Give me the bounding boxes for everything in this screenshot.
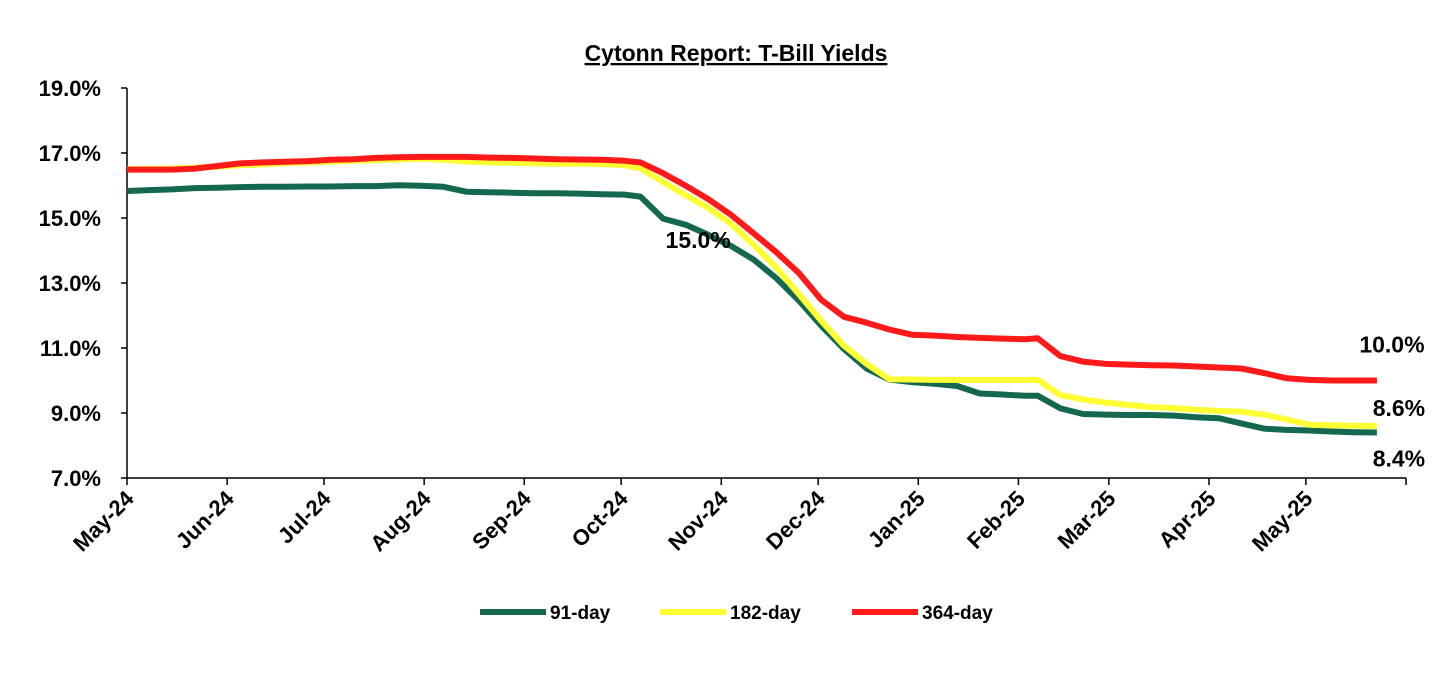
data-label: 8.4%	[1373, 446, 1425, 472]
x-tick-label: Mar-25	[1053, 486, 1121, 554]
y-tick-label: 15.0%	[39, 206, 101, 231]
chart-title: Cytonn Report: T-Bill Yields	[585, 40, 888, 66]
x-tick-label: Apr-25	[1154, 486, 1221, 553]
data-label: 15.0%	[666, 227, 731, 253]
x-tick-label: Dec-24	[761, 485, 830, 554]
y-tick-label: 19.0%	[39, 76, 101, 101]
y-tick-label: 9.0%	[51, 401, 101, 426]
x-tick-label: Jan-25	[863, 486, 930, 553]
x-tick-label: Aug-24	[365, 485, 436, 556]
legend-label: 364-day	[922, 603, 993, 624]
x-tick-label: Sep-24	[467, 485, 536, 554]
legend-label: 182-day	[730, 603, 801, 624]
series-line-91-day	[126, 182, 1377, 436]
annotations: 15.0% 10.0% 8.6% 8.4%	[666, 227, 1426, 472]
y-tick-label: 11.0%	[40, 336, 101, 361]
series-line-182-day	[126, 155, 1377, 429]
x-tick-label: May-24	[68, 485, 139, 556]
y-tick-label: 13.0%	[39, 271, 101, 296]
legend: 91-day 182-day 364-day	[480, 603, 993, 624]
x-tick-label: Feb-25	[962, 486, 1030, 554]
x-tick-label: May-25	[1247, 486, 1317, 556]
legend-label: 91-day	[550, 603, 611, 624]
series-lines	[126, 153, 1377, 436]
data-label: 10.0%	[1359, 332, 1424, 358]
y-tick-label: 7.0%	[51, 466, 101, 491]
x-tick-label: Oct-24	[567, 485, 634, 552]
axes: 7.0% 9.0% 11.0% 13.0% 15.0% 17.0% 19.0% May-24 J…	[39, 76, 1407, 556]
y-tick-label: 17.0%	[39, 141, 101, 166]
series-line-364-day	[127, 153, 1377, 384]
data-label: 8.6%	[1373, 395, 1425, 421]
x-tick-label: Jun-24	[171, 485, 239, 553]
x-tick-label: Jul-24	[273, 485, 336, 548]
x-tick-label: Nov-24	[663, 485, 733, 555]
